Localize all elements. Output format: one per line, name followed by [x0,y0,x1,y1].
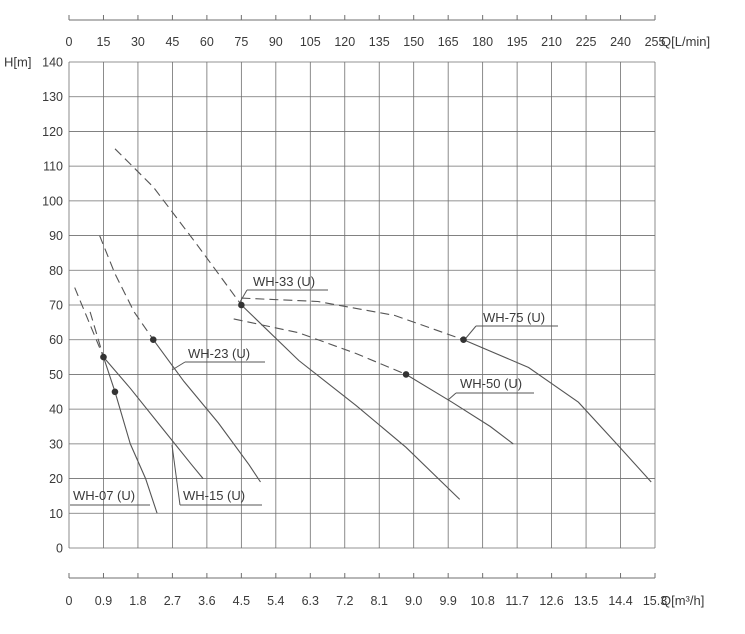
wh-75-u-curve-dashed [241,297,464,341]
top-axis-tick-label: 60 [200,35,214,49]
wh-23-u-marker [149,336,157,344]
y-axis-tick-label: 90 [49,229,63,243]
bottom-axis-tick-label: 4.5 [233,594,250,608]
top-axis-tick-label: 240 [610,35,631,49]
y-axis-tick-label: 130 [42,90,63,104]
y-axis-tick-label: 110 [43,160,63,174]
wh-75-u-curve-solid [463,339,652,483]
bottom-axis-tick-label: 1.8 [129,594,146,608]
wh-33-u-label: WH-33 (U) [253,274,315,289]
bottom-axis-tick-label: 5.4 [267,594,284,608]
bottom-axis-tick-label: 7.2 [336,594,353,608]
top-axis-tick-label: 30 [131,35,145,49]
top-axis-tick-label: 90 [269,35,283,49]
y-axis-tick-label: 60 [49,333,63,347]
wh-75-u-label-leader [465,325,477,339]
top-axis-tick-label: 165 [438,35,459,49]
bottom-axis-tick-label: 0.9 [95,594,112,608]
top-axis-tick-label: 135 [369,35,390,49]
top-axis-tick-label: 45 [165,35,179,49]
y-axis-tick-label: 70 [49,299,63,313]
wh-07-u-marker [111,388,119,396]
wh-15-u-curve-dashed [89,311,105,358]
wh-15-u-marker [100,353,107,361]
top-axis-tick-label: 75 [234,35,248,49]
y-axis-tick-label: 0 [56,542,63,556]
wh-75-u-label: WH-75 (U) [483,310,545,325]
wh-07-u-curve-dashed [74,287,105,358]
wh-50-u-label-leader [447,392,457,401]
wh-50-u-curve-solid [405,373,514,445]
bottom-axis-tick-label: 13.5 [574,594,598,608]
y-axis-tick-label: 10 [49,507,63,521]
top-axis-tick-label: 15 [97,35,111,49]
y-axis-tick-label: 100 [42,194,63,208]
y-axis-tick-label: 40 [49,403,63,417]
wh-15-u-label: WH-15 (U) [183,488,245,503]
y-axis-tick-label: 30 [49,437,63,451]
wh-23-u-label: WH-23 (U) [188,346,250,361]
top-axis-tick-label: 105 [300,35,321,49]
wh-50-u-marker [402,371,410,378]
wh-50-u-curve-dashed [233,318,407,375]
top-axis-label: Q[L/min] [661,34,710,49]
y-axis-label: H[m] [4,55,31,70]
y-axis-tick-label: 120 [42,125,63,139]
wh-33-u-label-leader [239,289,248,303]
wh-15-u-curve-solid [103,356,204,479]
y-axis-tick-label: 20 [49,472,63,486]
top-axis-tick-label: 0 [66,35,73,49]
top-axis-tick-label: 180 [472,35,493,49]
y-axis-tick-label: 80 [49,264,63,278]
top-axis-tick-label: 255 [645,35,666,49]
bottom-axis-tick-label: 15.3 [643,594,667,608]
wh-33-u-curve-solid [241,304,461,500]
y-axis-tick-label: 140 [42,56,63,70]
top-axis-tick-label: 195 [507,35,528,49]
bottom-axis-label: Q[m³/h] [661,593,704,608]
wh-75-u-marker [460,336,467,344]
wh-15-u-label-leader [171,444,181,506]
bottom-axis-tick-label: 10.8 [470,594,494,608]
bottom-axis-tick-label: 14.4 [608,594,632,608]
top-axis-tick-label: 210 [541,35,562,49]
bottom-axis-tick-label: 8.1 [371,594,388,608]
bottom-axis-tick-label: 2.7 [164,594,181,608]
bottom-axis-tick-label: 9.9 [439,594,456,608]
bottom-axis-tick-label: 12.6 [539,594,563,608]
bottom-axis-tick-label: 9.0 [405,594,422,608]
bottom-axis-tick-label: 3.6 [198,594,215,608]
y-axis-tick-label: 50 [49,368,63,382]
wh-07-u-label: WH-07 (U) [73,488,135,503]
bottom-axis-tick-label: 6.3 [302,594,319,608]
top-axis-tick-label: 120 [334,35,355,49]
bottom-axis-tick-label: 11.7 [505,594,528,608]
wh-23-u-label-leader [171,361,186,371]
top-axis-tick-label: 225 [576,35,597,49]
wh-33-u-marker [238,301,245,309]
wh-50-u-label: WH-50 (U) [460,376,522,391]
bottom-axis-tick-label: 0 [66,594,73,608]
wh-23-u-curve-dashed [99,235,154,341]
wh-07-u-curve-solid [102,356,158,514]
wh-33-u-curve-dashed [114,148,242,306]
top-axis-tick-label: 150 [403,35,424,49]
wh-23-u-curve-solid [152,339,261,483]
